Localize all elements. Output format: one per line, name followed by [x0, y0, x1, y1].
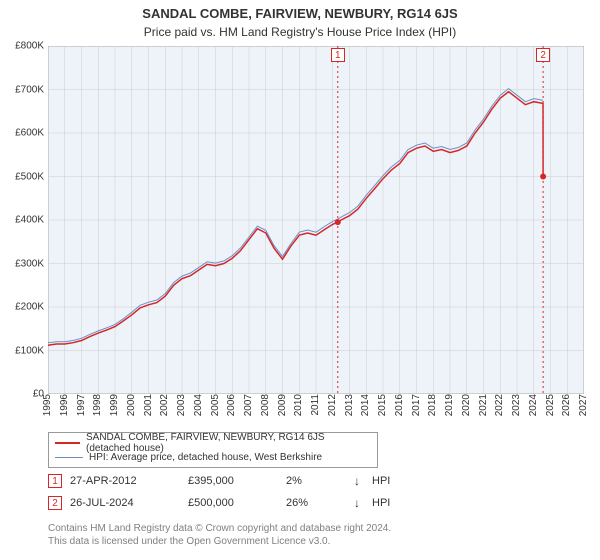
y-tick-label: £200K — [2, 302, 44, 313]
chart-legend: SANDAL COMBE, FAIRVIEW, NEWBURY, RG14 6J… — [48, 432, 378, 468]
x-tick-label: 2006 — [226, 394, 238, 418]
x-tick-label: 2019 — [444, 394, 456, 418]
x-tick-label: 1999 — [109, 394, 121, 418]
y-tick-label: £800K — [2, 41, 44, 52]
x-tick-label: 2022 — [494, 394, 506, 418]
x-tick-label: 2020 — [461, 394, 473, 418]
x-tick-label: 2008 — [260, 394, 272, 418]
chart-area: £0£100K£200K£300K£400K£500K£600K£700K£80… — [48, 46, 584, 394]
x-tick-label: 2017 — [411, 394, 423, 418]
x-tick-label: 2012 — [327, 394, 339, 418]
x-tick-label: 2002 — [159, 394, 171, 418]
x-tick-label: 2021 — [478, 394, 490, 418]
y-tick-label: £700K — [2, 84, 44, 95]
x-tick-label: 2009 — [277, 394, 289, 418]
chart-svg — [48, 46, 584, 394]
x-tick-label: 1995 — [42, 394, 54, 418]
chart-title: SANDAL COMBE, FAIRVIEW, NEWBURY, RG14 6J… — [0, 0, 600, 21]
data-row-marker-1: 1 — [48, 474, 62, 488]
footer-line-1: Contains HM Land Registry data © Crown c… — [48, 522, 391, 535]
callout-marker: 2 — [536, 48, 550, 62]
down-arrow-icon: ↓ — [354, 474, 364, 488]
x-tick-label: 2024 — [528, 394, 540, 418]
y-tick-label: £100K — [2, 345, 44, 356]
legend-item: SANDAL COMBE, FAIRVIEW, NEWBURY, RG14 6J… — [55, 436, 371, 450]
data-row-2: 2 26-JUL-2024 £500,000 26% ↓ HPI — [48, 496, 584, 510]
x-tick-label: 2000 — [126, 394, 138, 418]
legend-swatch — [55, 457, 83, 458]
x-tick-label: 2007 — [243, 394, 255, 418]
legend-swatch — [55, 442, 80, 444]
data-row-marker-2: 2 — [48, 496, 62, 510]
x-tick-label: 2005 — [210, 394, 222, 418]
chart-subtitle: Price paid vs. HM Land Registry's House … — [0, 21, 600, 43]
data-row-price-1: £395,000 — [188, 475, 278, 487]
y-tick-label: £0 — [2, 389, 44, 400]
footer-text: Contains HM Land Registry data © Crown c… — [48, 522, 391, 548]
x-tick-label: 2016 — [394, 394, 406, 418]
x-tick-label: 1997 — [76, 394, 88, 418]
x-tick-label: 2001 — [143, 394, 155, 418]
legend-label: HPI: Average price, detached house, West… — [89, 452, 322, 463]
x-tick-label: 2010 — [293, 394, 305, 418]
data-row-date-2: 26-JUL-2024 — [70, 497, 180, 509]
footer-line-2: This data is licensed under the Open Gov… — [48, 535, 391, 548]
data-row-vs-2: HPI — [372, 497, 390, 509]
x-tick-label: 2013 — [344, 394, 356, 418]
x-tick-label: 2023 — [511, 394, 523, 418]
data-row-price-2: £500,000 — [188, 497, 278, 509]
x-tick-label: 2011 — [310, 394, 322, 418]
x-tick-label: 2025 — [545, 394, 557, 418]
x-tick-label: 2004 — [193, 394, 205, 418]
x-tick-label: 2027 — [578, 394, 590, 418]
y-tick-label: £400K — [2, 215, 44, 226]
x-tick-label: 1996 — [59, 394, 71, 418]
x-tick-label: 1998 — [92, 394, 104, 418]
data-row-1: 1 27-APR-2012 £395,000 2% ↓ HPI — [48, 474, 584, 488]
y-tick-label: £500K — [2, 171, 44, 182]
data-row-delta-1: 2% — [286, 475, 346, 487]
data-row-delta-2: 26% — [286, 497, 346, 509]
x-tick-label: 2026 — [561, 394, 573, 418]
down-arrow-icon: ↓ — [354, 496, 364, 510]
data-row-date-1: 27-APR-2012 — [70, 475, 180, 487]
x-tick-label: 2018 — [427, 394, 439, 418]
x-tick-label: 2015 — [377, 394, 389, 418]
y-tick-label: £600K — [2, 128, 44, 139]
x-tick-label: 2014 — [360, 394, 372, 418]
callout-marker: 1 — [331, 48, 345, 62]
y-tick-label: £300K — [2, 258, 44, 269]
data-row-vs-1: HPI — [372, 475, 390, 487]
x-tick-label: 2003 — [176, 394, 188, 418]
